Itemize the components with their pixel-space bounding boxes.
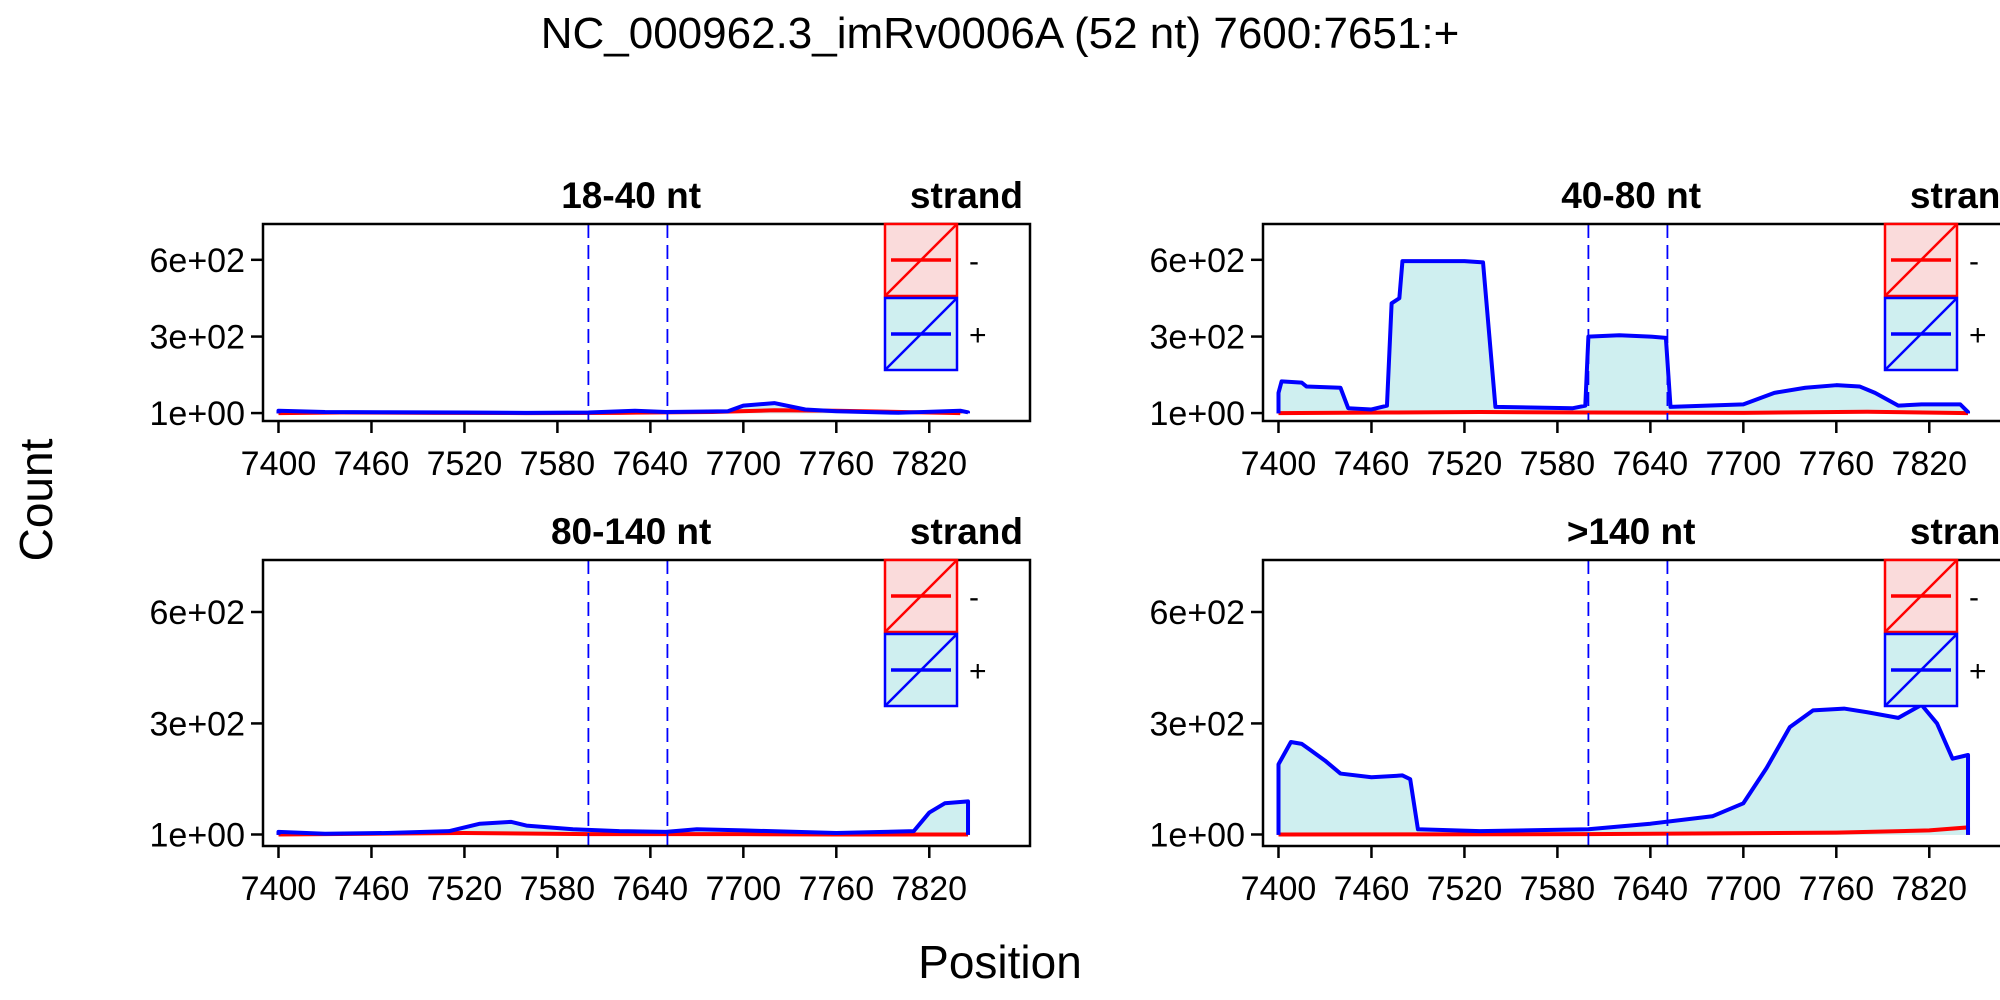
series-line-plus [1276, 702, 1971, 835]
x-tick-label: 7520 [1427, 445, 1503, 483]
x-tick-label: 7460 [334, 445, 410, 483]
figure-title: NC_000962.3_imRv0006A (52 nt) 7600:7651:… [541, 9, 1460, 58]
x-tick-label: 7820 [891, 870, 967, 908]
legend-key-minus [883, 222, 959, 298]
y-tick-label: 1e+00 [150, 816, 246, 854]
x-tick-label: 7400 [1241, 870, 1317, 908]
x-tick-label: 7820 [1891, 870, 1967, 908]
panel-2: 40-80 nt 1e+00 3e+02 6e+02 7400 7460 7520 7580 7… [1150, 175, 2000, 483]
x-tick-label: 7580 [1520, 870, 1596, 908]
series-line-plus [1276, 259, 1971, 415]
series-line-minus [1276, 409, 1971, 416]
y-tick-label: 6e+02 [150, 242, 246, 280]
legend-key-plus [1883, 296, 1959, 372]
y-tick-label: 3e+02 [1150, 705, 1246, 743]
x-tick-label: 7520 [427, 870, 503, 908]
legend-title: strand [1910, 175, 2000, 216]
x-tick-label: 7700 [706, 870, 782, 908]
x-tick-label: 7460 [1334, 445, 1410, 483]
legend-title: strand [910, 175, 1023, 216]
x-tick-label: 7460 [334, 870, 410, 908]
x-tick-label: 7820 [1891, 445, 1967, 483]
x-tick-label: 7760 [1798, 445, 1874, 483]
x-tick-label: 7820 [891, 445, 967, 483]
y-tick-label: 1e+00 [1150, 816, 1246, 854]
y-tick-label: 1e+00 [150, 395, 246, 433]
x-tick-label: 7640 [1613, 870, 1689, 908]
x-tick-label: 7520 [427, 445, 503, 483]
legend-label: + [1969, 655, 1987, 688]
x-tick-label: 7700 [706, 445, 782, 483]
legend-label: - [1969, 245, 1979, 278]
x-tick-label: 7640 [613, 445, 689, 483]
y-tick-label: 6e+02 [1150, 242, 1246, 280]
x-tick-label: 7580 [520, 445, 596, 483]
panel-title: 40-80 nt [1561, 175, 1701, 216]
x-tick-label: 7700 [1706, 870, 1782, 908]
y-tick-label: 3e+02 [150, 705, 246, 743]
x-tick-label: 7760 [1798, 870, 1874, 908]
legend: strand - + [883, 511, 1023, 708]
legend: strand - + [1883, 511, 2000, 708]
legend-key-minus [1883, 558, 1959, 634]
panel-frame [1261, 222, 2000, 423]
legend-label: - [969, 581, 979, 614]
x-tick-label: 7640 [1613, 445, 1689, 483]
legend: strand - + [883, 175, 1023, 372]
x-tick-label: 7700 [1706, 445, 1782, 483]
legend-label: + [969, 655, 987, 688]
x-tick-label: 7460 [1334, 870, 1410, 908]
x-tick-label: 7400 [1241, 445, 1317, 483]
panels: 18-40 nt 1e+00 3e+02 6e+02 7400 7460 7520 7580 7… [150, 175, 2000, 908]
x-axis-title: Position [918, 936, 1082, 988]
legend-key-plus [883, 296, 959, 372]
panel-title: >140 nt [1567, 511, 1696, 552]
legend-key-minus [883, 558, 959, 634]
legend-title: strand [1910, 511, 2000, 552]
x-tick-label: 7580 [520, 870, 596, 908]
legend-key-minus [1883, 222, 1959, 298]
y-tick-label: 1e+00 [1150, 395, 1246, 433]
panel-3: 80-140 nt 1e+00 3e+02 6e+02 7400 7460 7520 7580… [150, 511, 1032, 908]
x-tick-label: 7520 [1427, 870, 1503, 908]
panel-title: 18-40 nt [561, 175, 701, 216]
legend-title: strand [910, 511, 1023, 552]
legend-label: + [969, 319, 987, 352]
panel-title: 80-140 nt [551, 511, 711, 552]
legend-label: - [969, 245, 979, 278]
x-tick-label: 7580 [1520, 445, 1596, 483]
panel-frame [261, 222, 1032, 423]
x-tick-label: 7400 [241, 445, 317, 483]
plot-area [276, 401, 971, 416]
plot-area [1276, 702, 1971, 837]
legend-label: - [1969, 581, 1979, 614]
plot-area [276, 799, 971, 837]
panel-frame [1261, 558, 2000, 848]
x-tick-label: 7640 [613, 870, 689, 908]
y-tick-label: 3e+02 [1150, 319, 1246, 357]
y-tick-label: 6e+02 [1150, 594, 1246, 632]
y-tick-label: 3e+02 [150, 319, 246, 357]
series-line-plus [276, 401, 971, 415]
x-tick-label: 7400 [241, 870, 317, 908]
y-axis-title: Count [10, 438, 62, 561]
panel-1: 18-40 nt 1e+00 3e+02 6e+02 7400 7460 7520 7580 7… [150, 175, 1032, 483]
series-line-plus [276, 799, 971, 836]
y-tick-label: 6e+02 [150, 594, 246, 632]
panel-frame [261, 558, 1032, 848]
legend-key-plus [883, 632, 959, 708]
legend-key-plus [1883, 632, 1959, 708]
series-area-plus [1278, 704, 1969, 835]
legend: strand - + [1883, 175, 2000, 372]
panel-4: >140 nt 1e+00 3e+02 6e+02 7400 7460 7520 7580 76… [1150, 511, 2000, 908]
x-tick-label: 7760 [798, 870, 874, 908]
legend-label: + [1969, 319, 1987, 352]
x-tick-label: 7760 [798, 445, 874, 483]
plot-area [1276, 259, 1971, 416]
